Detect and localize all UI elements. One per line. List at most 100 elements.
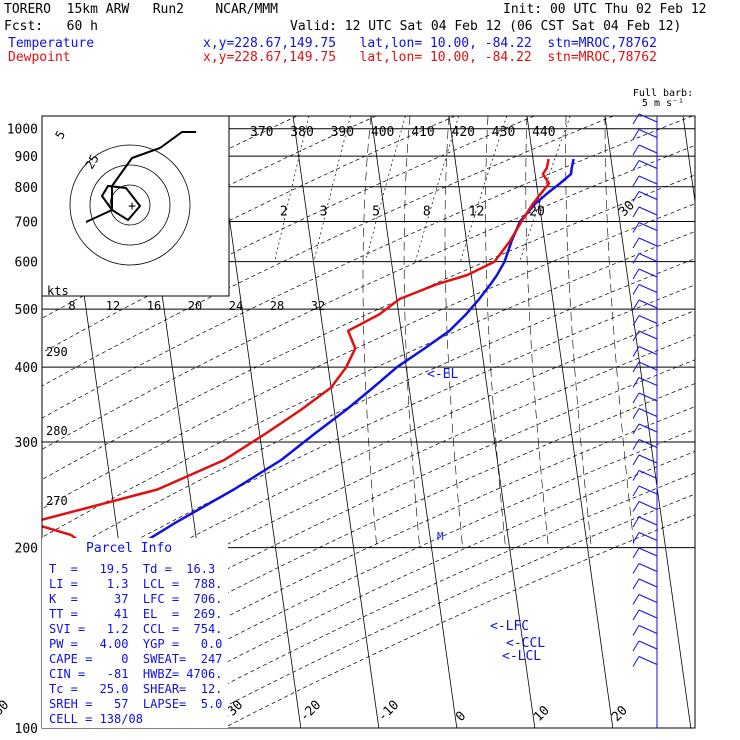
theta-label: 370 xyxy=(250,125,273,140)
pressure-label: 600 xyxy=(15,256,38,271)
wind-barb xyxy=(632,470,658,481)
isotherm-line xyxy=(370,116,458,728)
wind-barb xyxy=(632,563,658,574)
parcel-info-row: T = 19.5 Td = 16.3 xyxy=(49,562,215,576)
isotherm-line xyxy=(604,116,692,728)
temperature-legend: Temperature xyxy=(8,36,95,51)
dry-adiabat xyxy=(42,203,695,510)
dry-adiabat xyxy=(42,335,695,645)
wind-barb xyxy=(632,268,658,280)
hodograph-trace xyxy=(85,131,196,223)
theta-label: 400 xyxy=(371,125,394,140)
dry-adiabat xyxy=(42,116,614,387)
parcel-info-row: CIN = -81 HWBZ= 4706. xyxy=(49,667,222,681)
speed-label: 20 xyxy=(188,299,202,313)
parcel-info-row: CAPE = 0 SWEAT= 247 xyxy=(49,652,222,666)
wind-barb xyxy=(632,284,658,295)
isotherm-line xyxy=(214,116,302,728)
hodograph-ring xyxy=(69,144,191,266)
wind-barb xyxy=(632,454,658,466)
parcel-info-row: CELL = 138/08 xyxy=(49,712,143,726)
hodograph-ring xyxy=(89,164,171,246)
wind-barb xyxy=(632,113,658,125)
speed-label: 24 xyxy=(229,299,243,313)
parcel-info-row: SVI = 1.2 CCL = 754. xyxy=(49,622,222,636)
plot-frame xyxy=(41,115,696,729)
mixing-ratio-label: 5 xyxy=(372,205,380,220)
hodograph-center: + xyxy=(128,199,136,214)
moist-adiabat xyxy=(362,116,378,548)
dry-adiabat xyxy=(42,116,693,419)
wind-barb xyxy=(632,330,658,342)
mixed-layer-marker: M xyxy=(437,530,444,543)
theta-left-label: 290 xyxy=(46,345,68,359)
hodograph-units: kts xyxy=(47,284,69,298)
pressure-label: 700 xyxy=(15,216,38,231)
wind-barb xyxy=(632,392,658,404)
parcel-info-row: Tc = 25.0 SHEAR= 12. xyxy=(49,682,222,696)
wind-barb xyxy=(632,625,658,636)
isotherm-line xyxy=(682,116,695,205)
hodograph-ring xyxy=(109,184,151,226)
isotherm-line xyxy=(448,116,536,728)
ccl-marker: <-CCL xyxy=(506,636,545,651)
moist-adiabat xyxy=(485,116,506,548)
mixing-ratio-line xyxy=(415,116,460,262)
hodograph-ring-label: 25 xyxy=(82,152,101,172)
isotherm-label: -20 xyxy=(297,698,324,725)
forecast-hour: Fcst: 60 h xyxy=(4,19,98,34)
theta-label: 410 xyxy=(411,125,434,140)
wind-barb xyxy=(632,408,658,419)
valid-time: Valid: 12 UTC Sat 04 Feb 12 (06 CST Sat … xyxy=(290,19,682,34)
wind-barb xyxy=(632,315,658,326)
wind-barb xyxy=(632,346,658,357)
mixing-ratio-label: 12 xyxy=(469,205,485,220)
parcel-info-row: TT = 41 EL = 269. xyxy=(49,607,222,621)
lfc-marker: <-LFC xyxy=(490,619,529,634)
wind-barb xyxy=(632,377,658,388)
wind-barb xyxy=(632,253,658,264)
wind-barb xyxy=(632,640,658,652)
mixing-ratio-line xyxy=(365,116,406,262)
theta-left-label: 270 xyxy=(46,494,68,508)
theta-label: 390 xyxy=(331,125,354,140)
wind-barb xyxy=(632,361,658,373)
isotherm-line xyxy=(292,116,380,728)
barb-title: Full barb: xyxy=(633,88,693,99)
wind-barb xyxy=(632,206,658,218)
pressure-label: 800 xyxy=(15,181,38,196)
dry-adiabat xyxy=(42,231,695,538)
parcel-info-box: Parcel Info T = 19.5 Td = 16.3LI = 1.3 LC… xyxy=(42,538,228,728)
parcel-info-title: Parcel Info xyxy=(86,541,172,556)
dry-adiabat xyxy=(42,383,695,694)
pressure-label: 500 xyxy=(15,303,38,318)
wind-barb xyxy=(632,594,658,605)
temperature-location: x,y=228.67,149.75 lat,lon= 10.00, -84.22… xyxy=(203,36,657,51)
wind-barb xyxy=(632,547,658,559)
wind-barb xyxy=(632,222,658,233)
wind-barb xyxy=(632,501,658,512)
pressure-label: 200 xyxy=(15,542,38,557)
wind-barb xyxy=(632,439,658,450)
el-marker: <-EL xyxy=(427,367,458,382)
dry-adiabat xyxy=(42,258,695,566)
wind-barb xyxy=(632,532,658,543)
mixing-ratio-line xyxy=(519,116,571,262)
theta-label: 430 xyxy=(492,125,515,140)
hodograph-frame xyxy=(41,115,230,297)
speed-label: 32 xyxy=(311,299,325,313)
parcel-info-bg xyxy=(42,538,228,728)
pressure-label: 900 xyxy=(15,150,38,165)
moist-adiabat xyxy=(525,116,549,548)
wind-barb xyxy=(632,129,658,140)
parcel-info-row: LI = 1.3 LCL = 788. xyxy=(49,577,222,591)
theta-left-label: 280 xyxy=(46,424,68,438)
dry-adiabat xyxy=(42,284,695,593)
wind-barb xyxy=(632,423,658,435)
wind-barb xyxy=(632,516,658,528)
isotherm-line xyxy=(526,116,614,728)
theta-label: 440 xyxy=(532,125,555,140)
model-line: TORERO 15km ARW Run2 NCAR/MMM xyxy=(4,2,278,17)
pressure-label: 1000 xyxy=(7,123,38,138)
